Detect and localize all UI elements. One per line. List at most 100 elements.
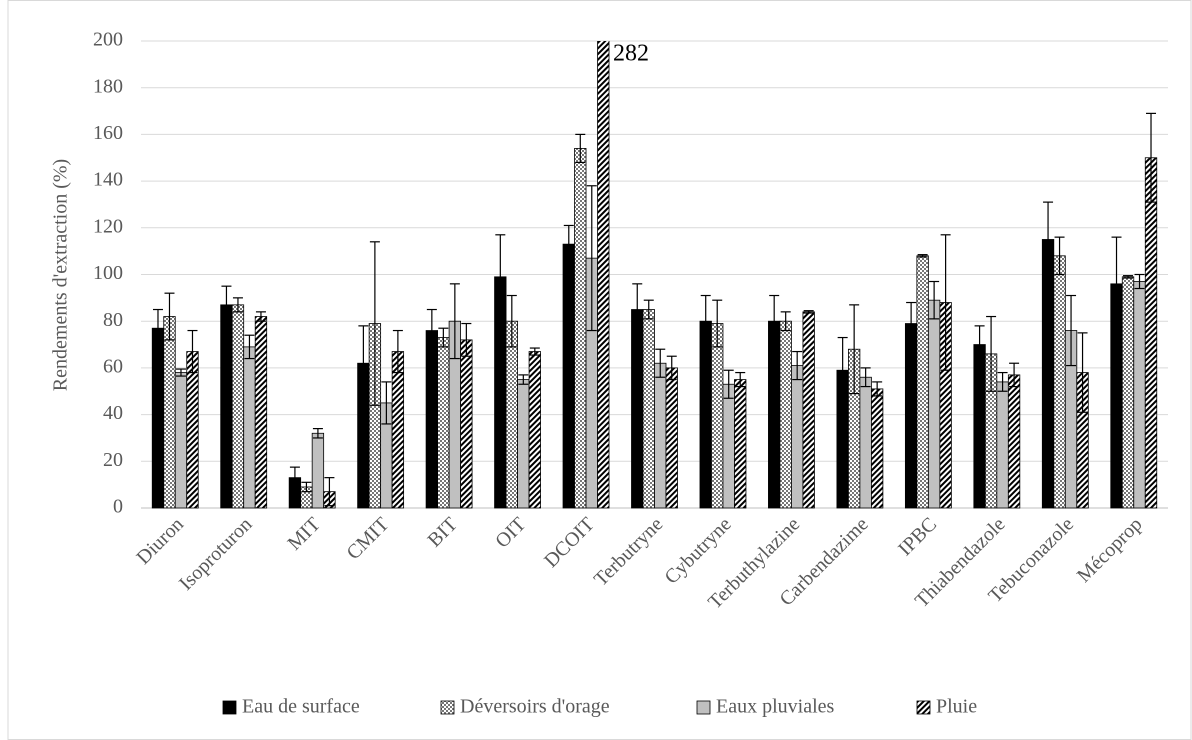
error-bar xyxy=(1134,273,1145,290)
error-bar xyxy=(940,234,951,371)
error-bar xyxy=(735,371,746,388)
error-bar xyxy=(495,234,506,320)
legend-label: Pluie xyxy=(936,696,977,718)
legend-swatch xyxy=(222,700,237,715)
error-bar xyxy=(449,283,460,360)
error-bar xyxy=(1146,112,1157,203)
y-axis-label: Rendements d'extraction (%) xyxy=(50,159,72,391)
bar xyxy=(597,41,610,509)
error-bar xyxy=(655,348,666,378)
error-bar xyxy=(506,294,517,348)
error-bar xyxy=(426,308,437,353)
error-bar xyxy=(187,329,198,374)
plot-area xyxy=(151,41,1158,509)
error-bar xyxy=(872,381,883,397)
y-tick-label: 80 xyxy=(103,309,123,331)
bar xyxy=(996,381,1009,509)
error-bar xyxy=(312,428,323,439)
error-bar xyxy=(906,301,917,346)
error-bar xyxy=(974,325,985,364)
error-bar xyxy=(529,347,540,356)
error-bar xyxy=(712,299,723,348)
error-bar xyxy=(563,224,574,264)
bar xyxy=(562,243,575,509)
bar xyxy=(1144,157,1158,509)
error-bar xyxy=(232,297,243,313)
data-label: 282 xyxy=(613,41,649,67)
error-bar xyxy=(929,280,940,320)
bar xyxy=(1041,239,1055,509)
bar xyxy=(391,351,405,509)
error-bar xyxy=(997,371,1008,392)
bar xyxy=(151,327,165,509)
y-tick-label: 20 xyxy=(103,449,123,471)
bar xyxy=(574,148,587,509)
bar xyxy=(460,339,473,509)
bar xyxy=(871,388,884,509)
bar xyxy=(163,316,176,509)
y-tick-label: 200 xyxy=(93,29,123,51)
y-tick-label: 40 xyxy=(103,402,123,424)
error-bar xyxy=(849,304,860,395)
error-bar xyxy=(803,310,814,314)
bar xyxy=(220,304,233,509)
error-bar xyxy=(164,292,175,341)
error-bar xyxy=(244,334,255,360)
bar xyxy=(186,351,199,509)
error-bar xyxy=(769,294,780,348)
y-tick-label: 60 xyxy=(103,355,123,377)
bar xyxy=(254,316,268,509)
error-bar xyxy=(221,285,232,325)
error-bar xyxy=(860,367,871,388)
error-bar xyxy=(1054,236,1065,276)
error-bar xyxy=(255,311,266,322)
bar xyxy=(665,367,678,509)
y-tick-label: 100 xyxy=(93,262,123,284)
bar xyxy=(1053,255,1066,509)
error-bar xyxy=(837,336,848,404)
bar xyxy=(734,379,747,509)
error-bar xyxy=(575,133,586,164)
bar xyxy=(174,372,188,509)
error-bar xyxy=(586,185,597,332)
error-bar xyxy=(392,329,403,374)
error-bar xyxy=(723,369,734,399)
bar xyxy=(231,304,245,509)
bar xyxy=(802,311,815,509)
bar xyxy=(642,309,655,509)
bar xyxy=(768,320,781,509)
error-bar xyxy=(632,283,643,336)
error-bar xyxy=(175,368,186,377)
error-bar xyxy=(152,308,163,348)
error-bar xyxy=(643,299,654,320)
bar xyxy=(1121,276,1135,509)
error-bar xyxy=(1066,294,1077,367)
legend-label: Eaux pluviales xyxy=(716,696,835,718)
error-bar xyxy=(917,254,928,258)
y-tick-label: 180 xyxy=(93,75,123,97)
error-bar xyxy=(381,381,392,425)
y-tick-label: 120 xyxy=(93,215,123,237)
bar xyxy=(437,337,450,509)
bar xyxy=(425,330,439,509)
error-bar xyxy=(1111,236,1122,332)
bar xyxy=(505,320,518,509)
error-bar xyxy=(289,466,300,489)
bar xyxy=(243,346,256,509)
error-bar xyxy=(358,325,369,402)
error-bar xyxy=(1123,275,1134,279)
bar xyxy=(791,365,804,509)
error-bar xyxy=(780,311,791,332)
error-bar xyxy=(700,294,711,348)
y-tick-label: 140 xyxy=(93,169,123,191)
bar xyxy=(973,344,986,509)
legend-swatch xyxy=(696,700,711,715)
bar xyxy=(859,376,872,509)
bar xyxy=(699,320,712,509)
error-bar xyxy=(666,355,677,381)
bar xyxy=(631,309,644,509)
error-bar xyxy=(518,374,529,385)
error-bar xyxy=(301,481,312,493)
legend-label: Déversoirs d'orage xyxy=(460,696,610,718)
bar xyxy=(927,299,941,509)
